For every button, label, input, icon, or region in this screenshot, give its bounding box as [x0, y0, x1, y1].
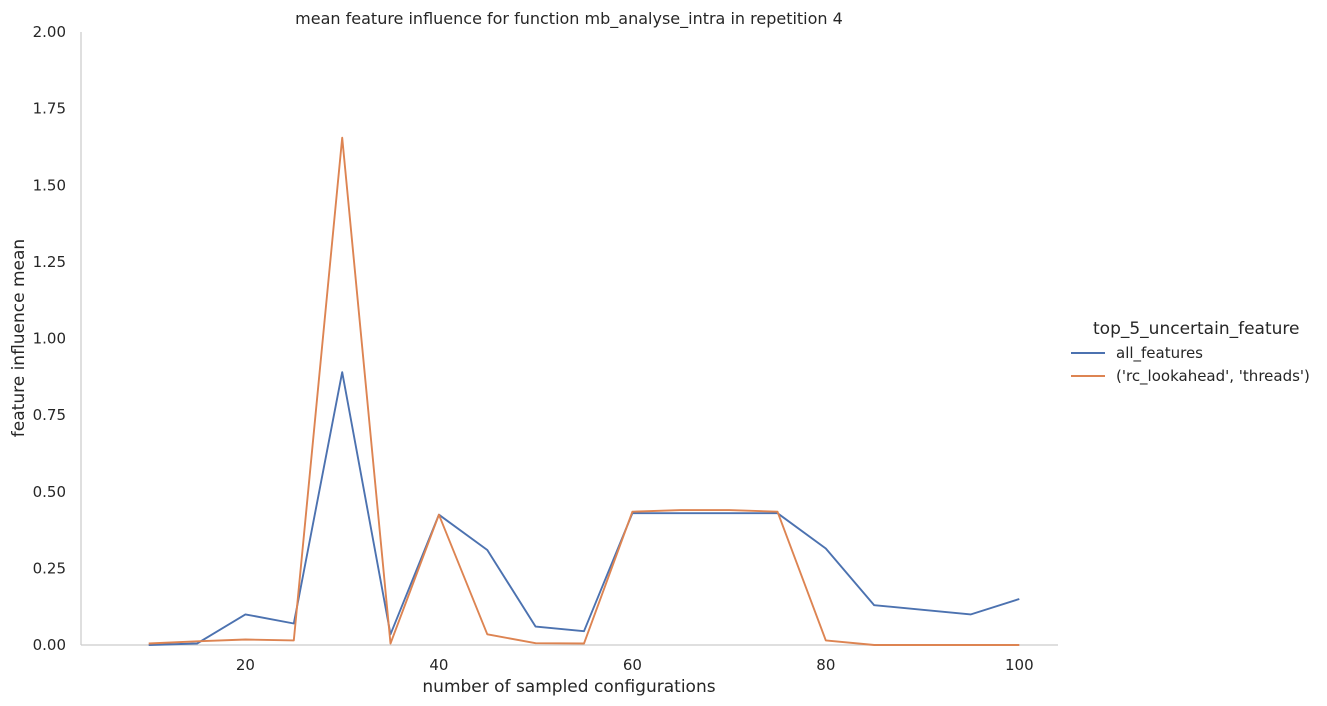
- y-tick-label: 0.50: [33, 483, 66, 501]
- legend-title: top_5_uncertain_feature: [1093, 319, 1299, 339]
- series-line-1: [148, 136, 1020, 646]
- x-tick-label: 100: [1005, 656, 1034, 674]
- series-group: [148, 136, 1020, 646]
- x-tick-label: 40: [429, 656, 448, 674]
- x-tick-label: 80: [816, 656, 835, 674]
- x-tick-label: 60: [623, 656, 642, 674]
- y-axis-title: feature influence mean: [9, 239, 29, 437]
- y-tick-label: 2.00: [33, 23, 66, 41]
- x-axis-title: number of sampled configurations: [422, 677, 715, 697]
- series-line-0: [148, 371, 1020, 646]
- legend-label-0: all_features: [1116, 344, 1203, 363]
- x-axis: 20 40 60 80 100: [81, 644, 1058, 674]
- chart-title: mean feature influence for function mb_a…: [295, 9, 843, 29]
- y-tick-label: 1.75: [33, 100, 66, 118]
- y-tick-label: 0.00: [33, 636, 66, 654]
- legend-label-1: ('rc_lookahead', 'threads'): [1116, 367, 1310, 386]
- y-tick-label: 1.50: [33, 176, 66, 194]
- legend: top_5_uncertain_feature all_features ('rc…: [1071, 319, 1310, 386]
- y-tick-label: 0.25: [33, 559, 66, 577]
- y-tick-label: 0.75: [33, 406, 66, 424]
- y-tick-label: 1.25: [33, 253, 66, 271]
- y-axis: 0.00 0.25 0.50 0.75 1.00 1.25 1.50 1.75 2.00: [33, 23, 82, 654]
- x-tick-label: 20: [236, 656, 255, 674]
- y-tick-label: 1.00: [33, 330, 66, 348]
